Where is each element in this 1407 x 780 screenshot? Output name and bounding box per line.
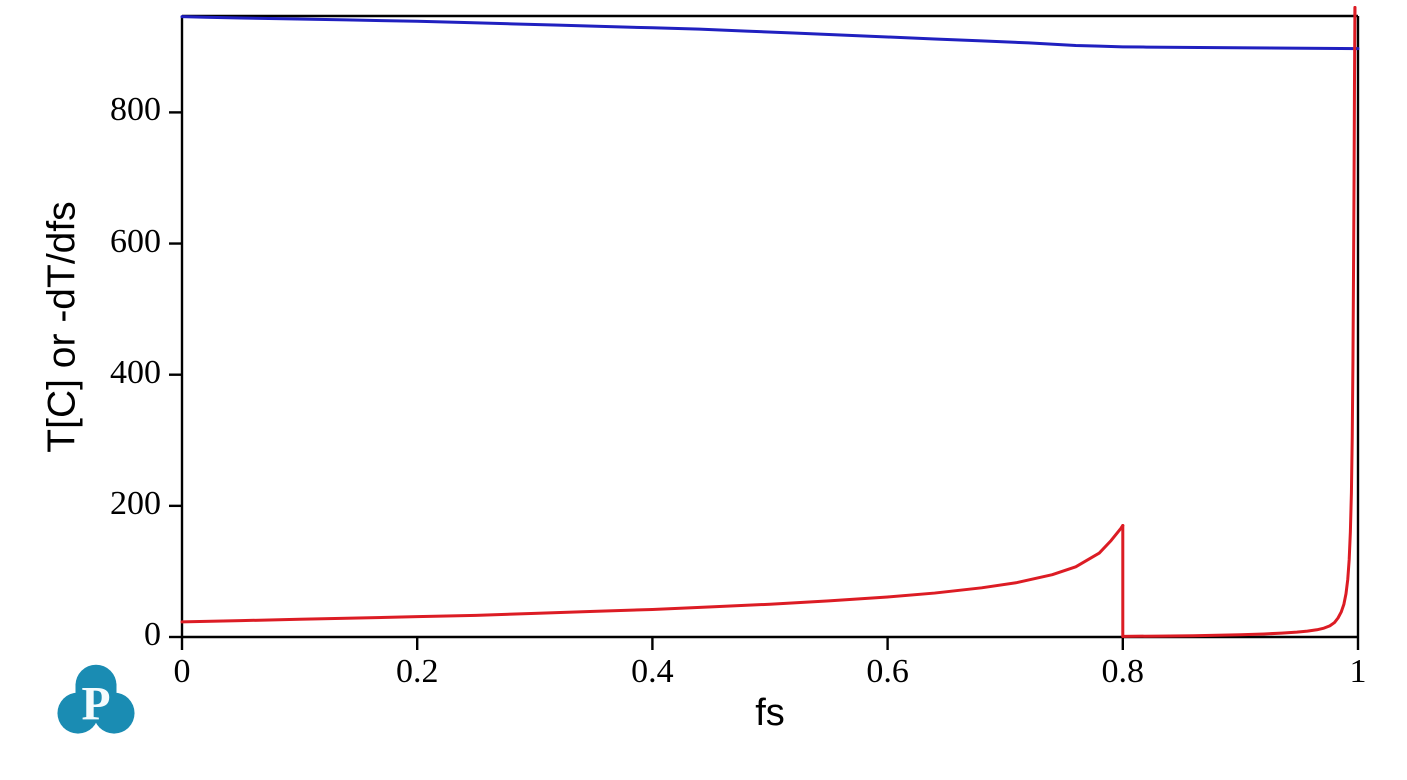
pharos-trefoil-logo: P	[57, 664, 135, 734]
series-line-1	[180, 524, 1125, 624]
x-tick-label-3: 0.6	[866, 653, 909, 690]
logo-trefoil-shape	[57, 664, 135, 734]
data-series-group	[180, 5, 1360, 638]
y-tick-label-3: 600	[110, 222, 161, 260]
x-tick-label-0: 0	[173, 653, 191, 690]
x-tick-label-5: 1	[1349, 653, 1367, 690]
y-tick-label-0: 0	[144, 616, 161, 653]
y-tick-label-4: 800	[110, 91, 161, 129]
y-tick-label-1: 200	[110, 484, 161, 522]
x-axis-label: fs	[755, 692, 785, 734]
axis-ticks	[169, 111, 1360, 650]
series-line-0	[180, 15, 1360, 51]
y-tick-label-2: 400	[110, 353, 161, 391]
plot-frame	[180, 14, 1360, 639]
logo-letter: P	[81, 679, 110, 731]
x-tick-label-4: 0.8	[1101, 653, 1145, 690]
x-tick-label-2: 0.4	[631, 653, 674, 690]
x-tick-label-1: 0.2	[395, 653, 439, 690]
series-line-3	[1121, 5, 1357, 638]
